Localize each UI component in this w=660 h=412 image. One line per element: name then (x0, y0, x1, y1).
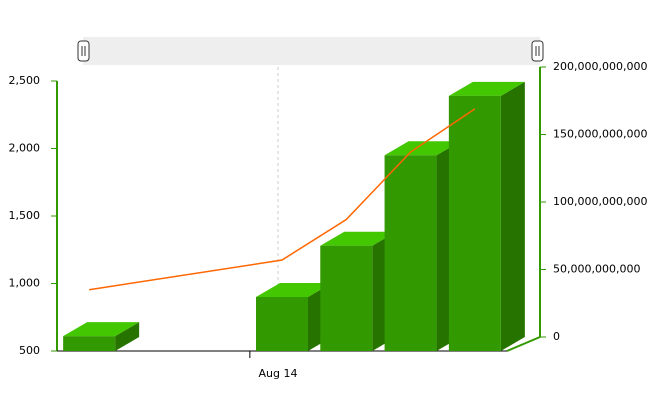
y2-tick-label: 50,000,000,000 (553, 263, 640, 276)
y-tick-label: 500 (19, 344, 40, 357)
scrollbar[interactable] (77, 37, 544, 65)
bar-side (115, 322, 140, 351)
y-tick-label: 2,000 (9, 142, 41, 155)
x-tick-label: Aug 14 (259, 367, 298, 380)
bar-top (320, 231, 397, 246)
bar (320, 245, 373, 351)
bar (63, 336, 116, 351)
y2-tick-label: 200,000,000,000 (553, 60, 647, 73)
scrollbar-track[interactable] (83, 37, 540, 65)
scrollbar-grip-left[interactable] (77, 40, 90, 62)
y2-axis-depth (506, 336, 541, 352)
y2-tick-label: 0 (553, 330, 560, 343)
bar-top (384, 141, 461, 156)
bar-top (448, 81, 525, 96)
y2-tick-label: 100,000,000,000 (553, 195, 647, 208)
scrollbar-grip-right[interactable] (531, 40, 544, 62)
bar (448, 95, 501, 351)
line (89, 108, 476, 291)
bar-top (63, 322, 140, 337)
bar (256, 297, 308, 351)
bar-side (500, 81, 525, 351)
y-tick-label: 2,500 (9, 74, 41, 87)
y2-tick-label: 150,000,000,000 (553, 128, 647, 141)
y-tick-label: 1,500 (9, 209, 41, 222)
bar (384, 155, 437, 351)
y-tick-label: 1,000 (9, 277, 41, 290)
bar-top (256, 283, 332, 297)
